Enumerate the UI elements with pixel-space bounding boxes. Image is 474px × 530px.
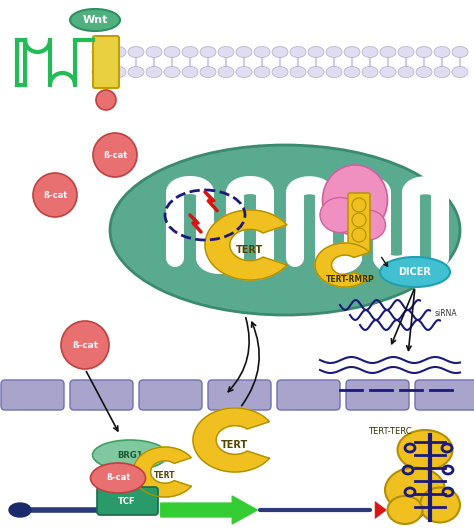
Ellipse shape bbox=[236, 66, 252, 77]
Text: siRNA: siRNA bbox=[435, 308, 457, 317]
FancyBboxPatch shape bbox=[93, 36, 119, 88]
Ellipse shape bbox=[326, 66, 342, 77]
Ellipse shape bbox=[322, 165, 388, 235]
Ellipse shape bbox=[128, 47, 144, 57]
Ellipse shape bbox=[308, 66, 324, 77]
Ellipse shape bbox=[380, 257, 450, 287]
Ellipse shape bbox=[91, 463, 146, 493]
Text: BRG1: BRG1 bbox=[117, 450, 143, 460]
Text: TERT: TERT bbox=[221, 440, 249, 450]
Ellipse shape bbox=[218, 66, 234, 77]
FancyArrowPatch shape bbox=[375, 502, 386, 518]
Ellipse shape bbox=[420, 488, 460, 523]
Ellipse shape bbox=[236, 47, 252, 57]
Ellipse shape bbox=[398, 47, 414, 57]
Polygon shape bbox=[190, 215, 201, 232]
Ellipse shape bbox=[272, 66, 288, 77]
Ellipse shape bbox=[70, 9, 120, 31]
Polygon shape bbox=[315, 243, 370, 287]
Circle shape bbox=[61, 321, 109, 369]
Ellipse shape bbox=[92, 47, 108, 57]
Ellipse shape bbox=[308, 47, 324, 57]
Ellipse shape bbox=[164, 66, 180, 77]
Ellipse shape bbox=[385, 467, 445, 513]
Text: TERT-TERC: TERT-TERC bbox=[368, 428, 412, 437]
Ellipse shape bbox=[92, 440, 167, 470]
Ellipse shape bbox=[254, 47, 270, 57]
Ellipse shape bbox=[200, 47, 216, 57]
FancyArrowPatch shape bbox=[441, 502, 452, 518]
FancyBboxPatch shape bbox=[1, 380, 64, 410]
Text: TCF: TCF bbox=[118, 497, 136, 506]
Ellipse shape bbox=[380, 66, 396, 77]
FancyBboxPatch shape bbox=[348, 193, 370, 252]
Ellipse shape bbox=[416, 66, 432, 77]
FancyBboxPatch shape bbox=[208, 380, 271, 410]
Text: ß-cat: ß-cat bbox=[72, 340, 98, 349]
Circle shape bbox=[96, 90, 116, 110]
Circle shape bbox=[33, 173, 77, 217]
Ellipse shape bbox=[362, 47, 378, 57]
Ellipse shape bbox=[92, 66, 108, 77]
FancyArrowPatch shape bbox=[419, 502, 430, 518]
Text: Wnt: Wnt bbox=[82, 15, 108, 25]
Ellipse shape bbox=[164, 47, 180, 57]
Ellipse shape bbox=[9, 503, 31, 517]
Polygon shape bbox=[193, 408, 269, 472]
Polygon shape bbox=[205, 210, 287, 280]
Ellipse shape bbox=[290, 66, 306, 77]
Text: TERT: TERT bbox=[154, 472, 176, 481]
Ellipse shape bbox=[434, 47, 450, 57]
Circle shape bbox=[93, 133, 137, 177]
Ellipse shape bbox=[344, 47, 360, 57]
Text: ß-cat: ß-cat bbox=[103, 151, 127, 160]
Ellipse shape bbox=[128, 66, 144, 77]
Ellipse shape bbox=[452, 47, 468, 57]
Ellipse shape bbox=[350, 210, 385, 240]
Ellipse shape bbox=[326, 47, 342, 57]
Ellipse shape bbox=[388, 496, 422, 524]
Ellipse shape bbox=[434, 66, 450, 77]
Ellipse shape bbox=[380, 47, 396, 57]
Ellipse shape bbox=[320, 198, 360, 233]
Ellipse shape bbox=[398, 430, 453, 470]
Polygon shape bbox=[133, 447, 191, 497]
FancyArrowPatch shape bbox=[161, 496, 257, 524]
Ellipse shape bbox=[218, 47, 234, 57]
Text: TERT: TERT bbox=[237, 245, 264, 255]
Ellipse shape bbox=[362, 66, 378, 77]
Ellipse shape bbox=[200, 66, 216, 77]
FancyBboxPatch shape bbox=[415, 380, 474, 410]
Circle shape bbox=[352, 198, 366, 212]
Ellipse shape bbox=[110, 47, 126, 57]
FancyBboxPatch shape bbox=[97, 487, 158, 515]
Ellipse shape bbox=[146, 66, 162, 77]
Ellipse shape bbox=[146, 47, 162, 57]
Ellipse shape bbox=[416, 47, 432, 57]
Ellipse shape bbox=[254, 66, 270, 77]
Ellipse shape bbox=[182, 47, 198, 57]
Circle shape bbox=[352, 213, 366, 227]
Ellipse shape bbox=[452, 66, 468, 77]
Circle shape bbox=[352, 228, 366, 242]
Polygon shape bbox=[205, 192, 217, 211]
FancyArrowPatch shape bbox=[397, 502, 408, 518]
Ellipse shape bbox=[290, 47, 306, 57]
Text: TERT-RMRP: TERT-RMRP bbox=[326, 276, 374, 285]
Text: ß-cat: ß-cat bbox=[106, 473, 130, 482]
Ellipse shape bbox=[110, 66, 126, 77]
Ellipse shape bbox=[344, 66, 360, 77]
Text: DICER: DICER bbox=[399, 267, 431, 277]
Ellipse shape bbox=[182, 66, 198, 77]
FancyBboxPatch shape bbox=[70, 380, 133, 410]
Ellipse shape bbox=[272, 47, 288, 57]
Ellipse shape bbox=[398, 66, 414, 77]
FancyBboxPatch shape bbox=[346, 380, 409, 410]
FancyBboxPatch shape bbox=[277, 380, 340, 410]
Text: ß-cat: ß-cat bbox=[43, 190, 67, 199]
Ellipse shape bbox=[110, 145, 460, 315]
FancyBboxPatch shape bbox=[139, 380, 202, 410]
